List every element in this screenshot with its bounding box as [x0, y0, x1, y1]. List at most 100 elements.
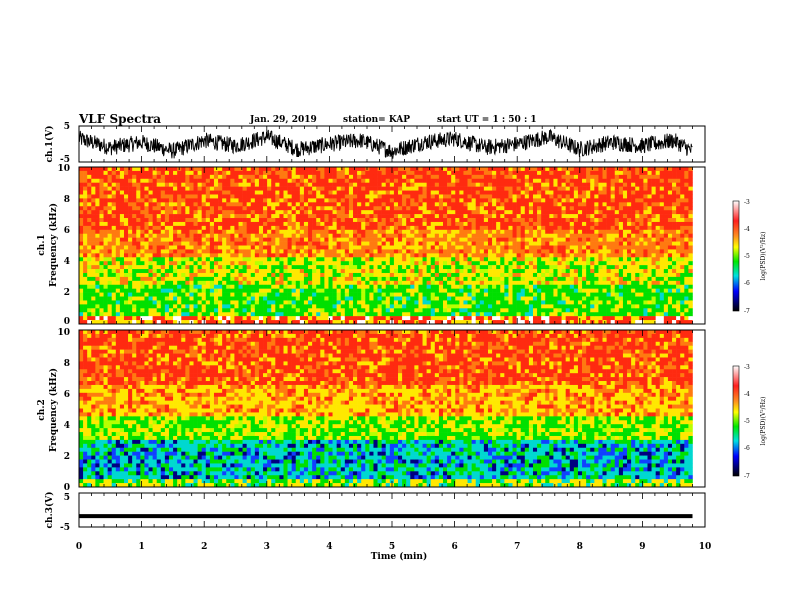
spectrogram-cell [328, 276, 333, 282]
spectrogram-cell [267, 280, 272, 286]
spectrogram-cell [213, 284, 219, 289]
spectrogram-cell [193, 300, 198, 305]
spectrogram-cell [332, 284, 337, 289]
spectrogram-cell [168, 229, 174, 235]
spectrogram-cell [91, 276, 96, 282]
spectrogram-cell [455, 320, 460, 325]
spectrogram-cell [287, 312, 292, 317]
spectrogram-cell [438, 210, 444, 215]
spectrogram-cell [471, 206, 477, 211]
spectrogram-cell [144, 253, 149, 258]
spectrogram-cell [377, 284, 382, 289]
spectrogram-cell [520, 221, 526, 227]
spectrogram-cell [565, 249, 571, 254]
spectrogram-cell [524, 245, 530, 250]
spectrogram-cell [99, 269, 104, 274]
spectrogram-cell [119, 257, 125, 262]
spectrogram-cell [418, 167, 423, 172]
spectrogram-cell [389, 218, 395, 223]
spectrogram-cell [582, 206, 587, 211]
spectrogram-cell [312, 300, 317, 305]
spectrogram-cell [451, 320, 456, 325]
spectrogram-cell [316, 261, 321, 266]
spectrogram-cell [160, 308, 166, 313]
spectrogram-cell [361, 320, 366, 325]
spectrogram-cell [369, 269, 374, 274]
spectrogram-cell [128, 245, 133, 250]
spectrogram-cell [128, 186, 133, 191]
spectrogram-cell [205, 245, 211, 250]
spectrogram-cell [365, 300, 370, 305]
spectrogram-cell [381, 272, 387, 278]
spectrogram-cell [287, 233, 292, 238]
spectrogram-cell [332, 249, 337, 254]
spectrogram-cell [128, 253, 133, 258]
spectrogram-cell [492, 261, 497, 266]
spectrogram-cell [324, 253, 329, 258]
spectrogram-cell [148, 182, 153, 187]
spectrogram-cell [299, 269, 305, 274]
spectrogram-cell [402, 194, 407, 199]
spectrogram-cell [258, 210, 264, 215]
spectrogram-cell [393, 253, 399, 258]
spectrogram-cell [242, 214, 247, 219]
spectrogram-cell [299, 296, 305, 301]
spectrogram-cell [479, 210, 485, 215]
spectrogram-cell [111, 190, 117, 195]
spectrogram-cell [479, 284, 485, 289]
spectrogram-cell [353, 261, 358, 266]
spectrogram-cell [336, 210, 342, 215]
spectrogram-cell [218, 170, 223, 176]
spectrogram-cell [528, 221, 534, 227]
spectrogram-cell [365, 233, 370, 238]
spectrogram-cell [283, 265, 288, 270]
spectrogram-cell [299, 206, 305, 211]
spectrogram-cell [512, 288, 517, 293]
spectrogram-cell [381, 261, 387, 266]
spectrogram-cell [357, 308, 362, 313]
spectrogram-cell [160, 198, 166, 203]
spectrogram-cell [532, 170, 538, 176]
spectrogram-cell [524, 218, 530, 223]
spectrogram-cell [242, 186, 247, 191]
spectrogram-cell [471, 245, 477, 250]
spectrogram-cell [173, 280, 178, 286]
spectrogram-cell [144, 265, 149, 270]
spectrogram-cell [410, 194, 415, 199]
spectrogram-cell [189, 280, 194, 286]
spectrogram-cell [398, 194, 403, 199]
spectrogram-cell [283, 221, 288, 227]
spectrogram-cell [549, 292, 554, 297]
spectrogram-cell [263, 237, 268, 242]
spectrogram-cell [263, 320, 268, 325]
spectrogram-cell [475, 312, 481, 317]
spectrogram-cell [447, 245, 452, 250]
spectrogram-cell [492, 198, 497, 203]
spectrogram-cell [193, 276, 198, 282]
spectrogram-cell [381, 198, 387, 203]
spectrogram-cell [95, 229, 100, 235]
spectrogram-cell [434, 229, 440, 235]
spectrogram-cell [299, 218, 305, 223]
spectrogram-cell [283, 233, 288, 238]
spectrogram-cell [123, 245, 129, 250]
spectrogram-cell [492, 214, 497, 219]
spectrogram-cell [316, 292, 321, 297]
spectrogram-cell [426, 280, 432, 286]
spectrogram-cell [475, 249, 481, 254]
spectrogram-cell [357, 261, 362, 266]
spectrogram-cell [79, 170, 84, 176]
spectrogram-cell [283, 280, 288, 286]
spectrogram-cell [267, 214, 272, 219]
spectrogram-cell [402, 170, 407, 176]
spectrogram-cell [218, 265, 223, 270]
spectrogram-cell [119, 292, 125, 297]
spectrogram-cell [295, 221, 301, 227]
spectrogram-cell [426, 312, 432, 317]
spectrogram-cell [361, 186, 366, 191]
spectrogram-cell [524, 167, 530, 172]
spectrogram-cell [99, 237, 104, 242]
spectrogram-cell [496, 174, 501, 180]
spectrogram-cell [316, 257, 321, 262]
spectrogram-cell [418, 272, 423, 278]
